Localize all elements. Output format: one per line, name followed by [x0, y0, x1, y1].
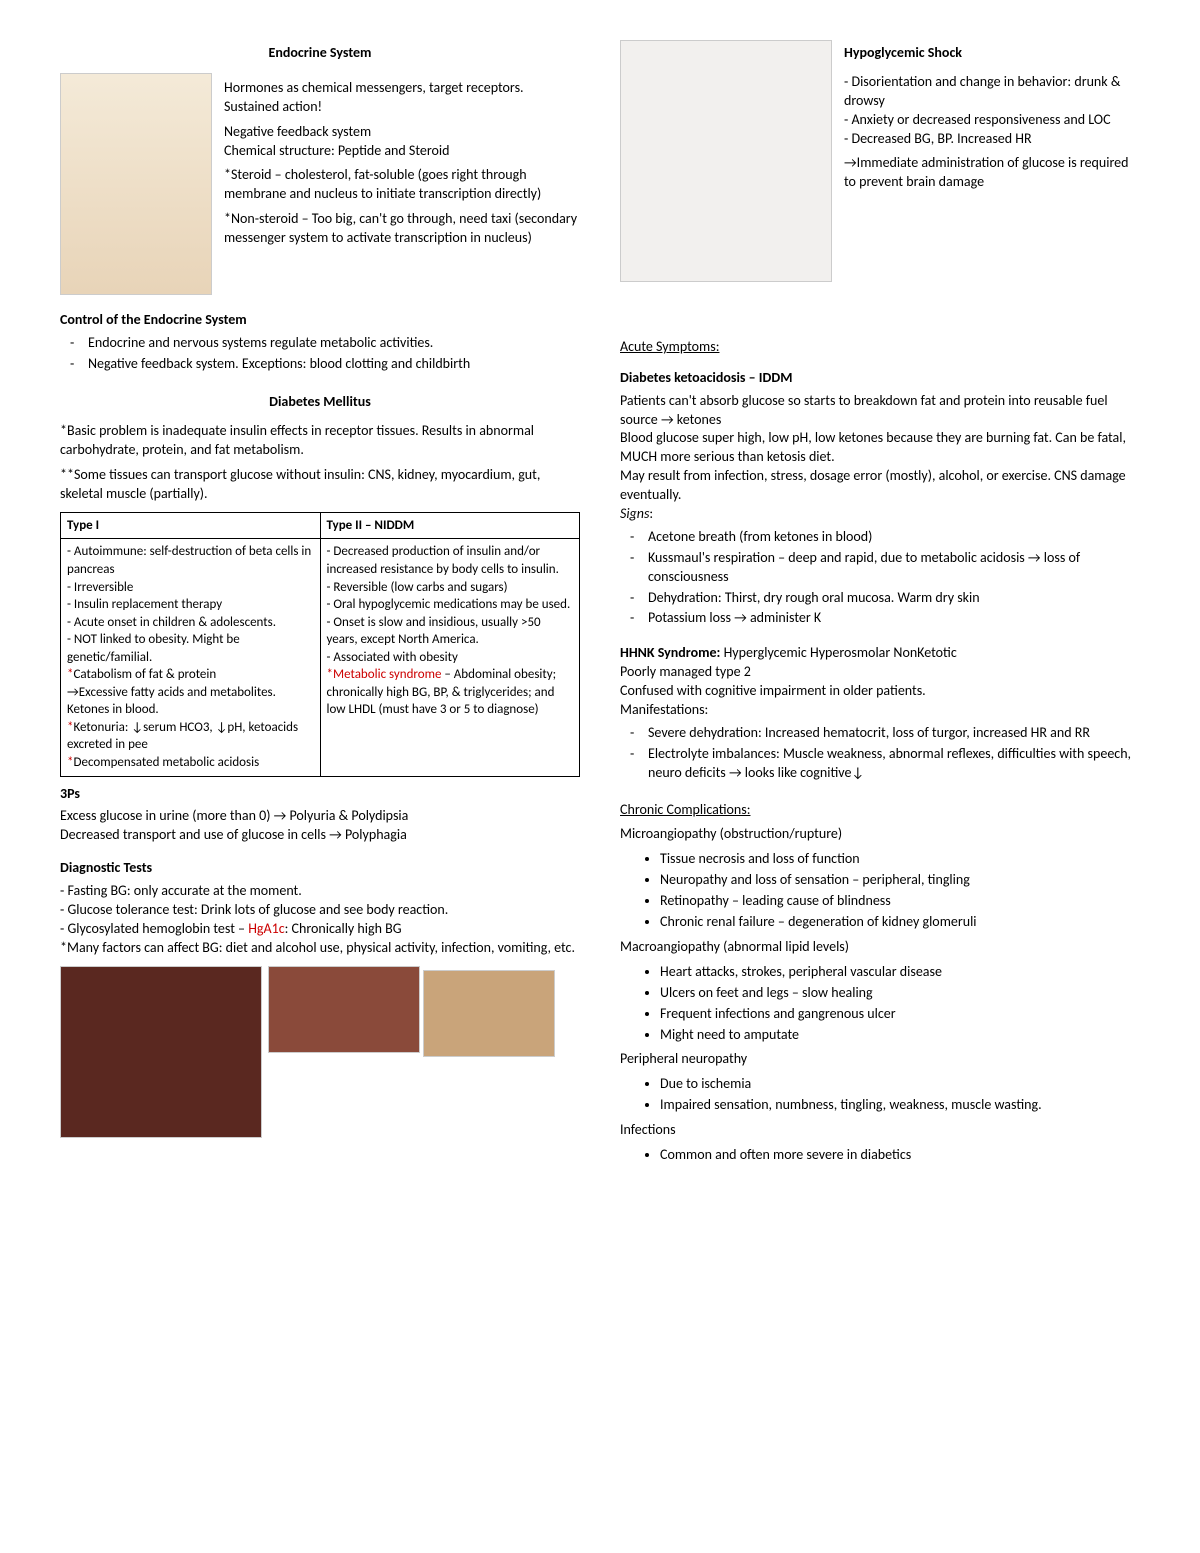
intro-text: Hormones as chemical messengers, target … [224, 79, 580, 117]
hhnk-heading: HHNK Syndrome: Hyperglycemic Hyperosmola… [620, 644, 1140, 663]
list-item: Common and often more severe in diabetic… [660, 1146, 1140, 1165]
table-cell-type2: - Decreased production of insulin and/or… [320, 539, 580, 776]
control-list: Endocrine and nervous systems regulate m… [60, 334, 580, 374]
dka-text: Patients can't absorb glucose so starts … [620, 392, 1140, 430]
list-item: Severe dehydration: Increased hematocrit… [648, 724, 1140, 743]
hypo-title: Hypoglycemic Shock [844, 44, 1140, 63]
table-header: Type II – NIDDM [320, 512, 580, 539]
pathway-diagram [620, 40, 832, 282]
acute-title: Acute Symptoms: [620, 338, 1140, 357]
list-item: Due to ischemia [660, 1075, 1140, 1094]
list-item: Tissue necrosis and loss of function [660, 850, 1140, 869]
macro-list: Heart attacks, strokes, peripheral vascu… [620, 963, 1140, 1045]
hypo-line: - Decreased BG, BP. Increased HR [844, 130, 1140, 149]
hhnk-manifest-label: Manifestations: [620, 701, 1140, 720]
intro-text-2: Negative feedback system [224, 123, 580, 142]
control-title: Control of the Endocrine System [60, 311, 580, 330]
three-ps-text: Excess glucose in urine (more than 0) → … [60, 807, 580, 826]
table-header: Type I [61, 512, 321, 539]
infect-list: Common and often more severe in diabetic… [620, 1146, 1140, 1165]
diag-line: - Glycosylated hemoglobin test – HgA1c: … [60, 920, 580, 939]
micro-list: Tissue necrosis and loss of function Neu… [620, 850, 1140, 932]
three-ps-text-2: Decreased transport and use of glucose i… [60, 826, 580, 845]
intro-text-3: Chemical structure: Peptide and Steroid [224, 142, 580, 161]
infect-title: Infections [620, 1121, 1140, 1140]
diagnostic-title: Diagnostic Tests [60, 859, 580, 878]
anatomy-image [60, 73, 212, 295]
diabetes-table: Type I Type II – NIDDM - Autoimmune: sel… [60, 512, 580, 777]
diag-line: - Glucose tolerance test: Drink lots of … [60, 901, 580, 920]
dka-text: Blood glucose super high, low pH, low ke… [620, 429, 1140, 467]
dm-title: Diabetes Mellitus [60, 393, 580, 412]
list-item: Dehydration: Thirst, dry rough oral muco… [648, 589, 1140, 608]
list-item: Neuropathy and loss of sensation – perip… [660, 871, 1140, 890]
three-ps-title: 3Ps [60, 785, 580, 804]
hhnk-list: Severe dehydration: Increased hematocrit… [620, 724, 1140, 783]
dka-text: May result from infection, stress, dosag… [620, 467, 1140, 505]
list-item: Acetone breath (from ketones in blood) [648, 528, 1140, 547]
dm-paragraph: *Basic problem is inadequate insulin eff… [60, 422, 580, 460]
list-item: Frequent infections and gangrenous ulcer [660, 1005, 1140, 1024]
dka-signs-list: Acetone breath (from ketones in blood) K… [620, 528, 1140, 628]
micro-title: Microangiopathy (obstruction/rupture) [620, 825, 1140, 844]
hypo-action: →Immediate administration of glucose is … [844, 154, 1140, 192]
list-item: Electrolyte imbalances: Muscle weakness,… [648, 745, 1140, 783]
list-item: Potassium loss → administer K [648, 609, 1140, 628]
hypo-line: - Anxiety or decreased responsiveness an… [844, 111, 1140, 130]
list-item: Impaired sensation, numbness, tingling, … [660, 1096, 1140, 1115]
chronic-title: Chronic Complications: [620, 801, 1140, 820]
neuro-list: Due to ischemia Impaired sensation, numb… [620, 1075, 1140, 1115]
control-item: Negative feedback system. Exceptions: bl… [88, 355, 580, 374]
list-item: Kussmaul's respiration – deep and rapid,… [648, 549, 1140, 587]
hhnk-text: Poorly managed type 2 [620, 663, 1140, 682]
dka-title: Diabetes ketoacidosis – IDDM [620, 369, 1140, 388]
list-item: Ulcers on feet and legs – slow healing [660, 984, 1140, 1003]
list-item: Heart attacks, strokes, peripheral vascu… [660, 963, 1140, 982]
neuro-title: Peripheral neuropathy [620, 1050, 1140, 1069]
macro-title: Macroangiopathy (abnormal lipid levels) [620, 938, 1140, 957]
diag-line: *Many factors can affect BG: diet and al… [60, 939, 580, 958]
steroid-note: *Steroid – cholesterol, fat-soluble (goe… [224, 166, 580, 204]
list-item: Retinopathy – leading cause of blindness [660, 892, 1140, 911]
endocrine-title: Endocrine System [60, 44, 580, 63]
signs-label: Signs [620, 505, 649, 522]
hhnk-text: Confused with cognitive impairment in ol… [620, 682, 1140, 701]
list-item: Might need to amputate [660, 1026, 1140, 1045]
diag-line: - Fasting BG: only accurate at the momen… [60, 882, 580, 901]
dm-paragraph-2: **Some tissues can transport glucose wit… [60, 466, 580, 504]
hypo-line: - Disorientation and change in behavior:… [844, 73, 1140, 111]
clinical-photos [60, 966, 580, 1138]
control-item: Endocrine and nervous systems regulate m… [88, 334, 580, 353]
table-cell-type1: - Autoimmune: self-destruction of beta c… [61, 539, 321, 776]
nonsteroid-note: *Non-steroid – Too big, can't go through… [224, 210, 580, 248]
list-item: Chronic renal failure – degeneration of … [660, 913, 1140, 932]
